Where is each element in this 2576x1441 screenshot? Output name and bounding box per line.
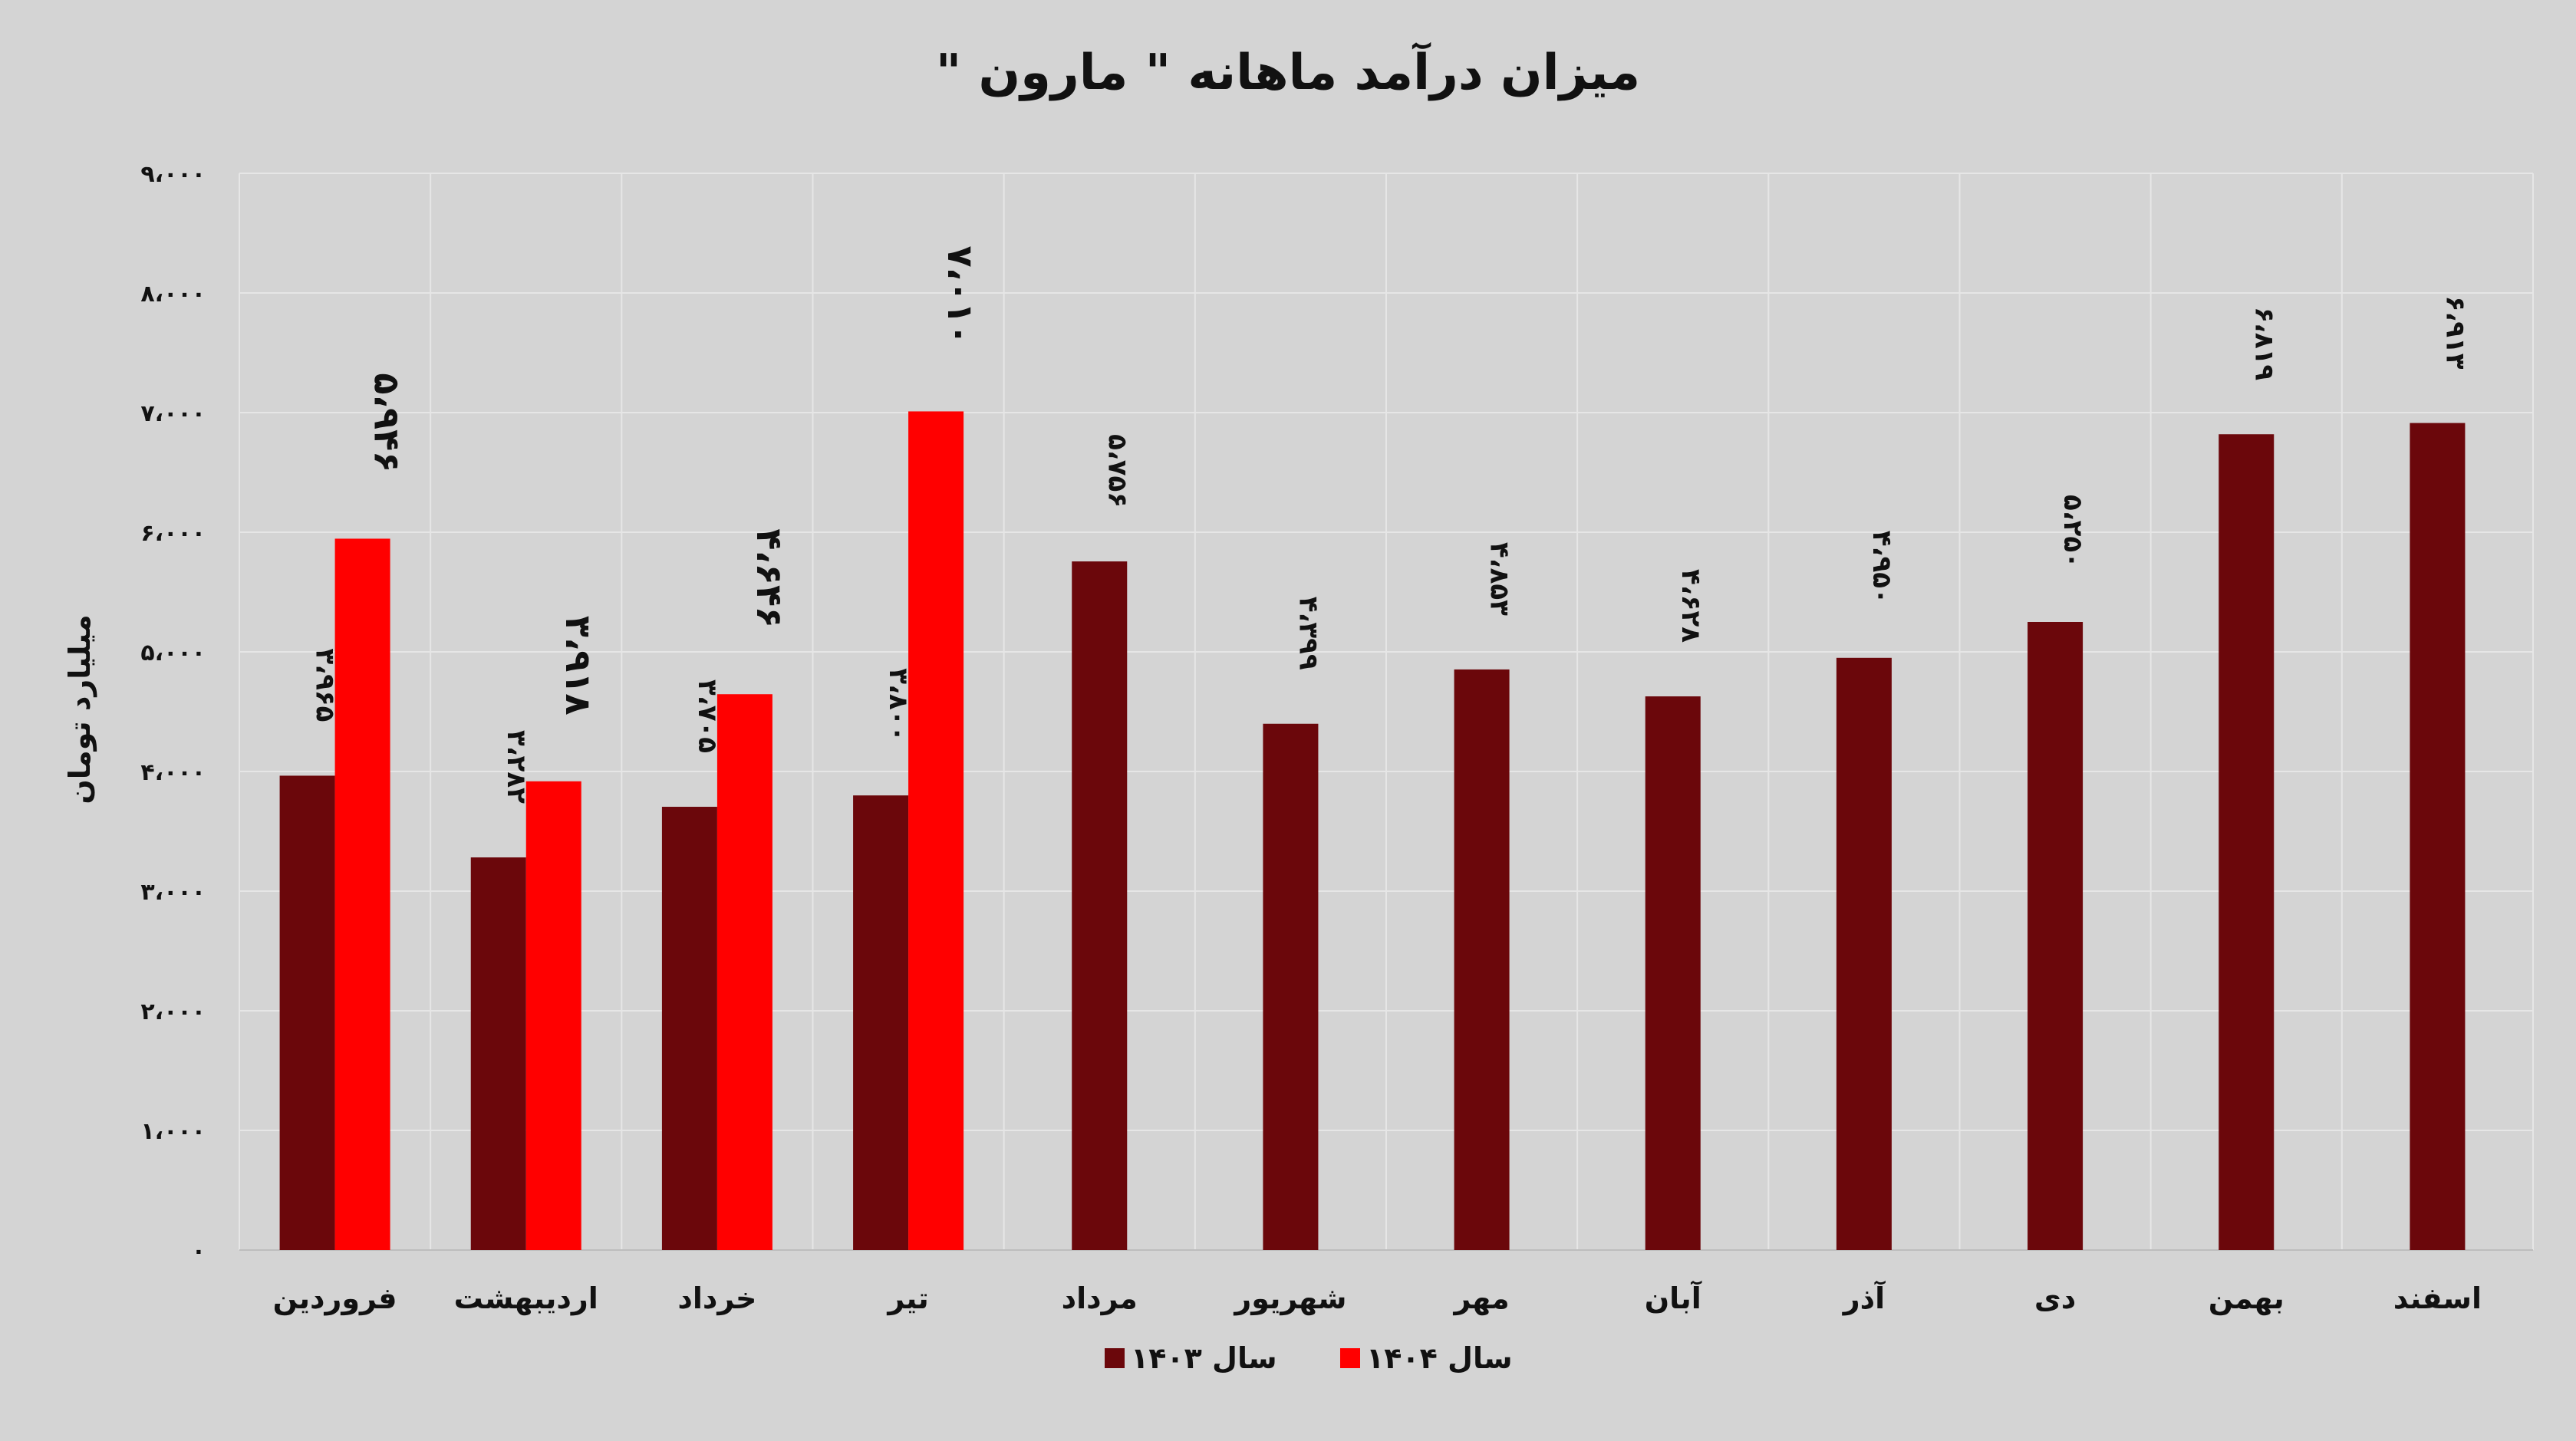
x-tick-label: فروردین	[273, 1281, 397, 1316]
bar-1403	[853, 795, 909, 1250]
bar-1403	[2028, 622, 2084, 1250]
y-tick-label: ۴،۰۰۰	[140, 759, 206, 786]
bar-1403	[1645, 696, 1701, 1250]
x-tick-label: شهریور	[1233, 1281, 1346, 1315]
x-tick-label: خرداد	[677, 1281, 756, 1315]
data-labels: ۳،۹۶۵ ۵،۹۴۶ ۳،۲۸۲ ۳،۹۱۸ ۳،۷۰۵ ۴،۶۴۶ ۳،۸۰۰ ۷،۰۱۰…	[310, 245, 2471, 804]
x-tick-label: آذر	[1842, 1280, 1886, 1315]
bar-1404	[525, 781, 581, 1250]
x-tick-label: تیر	[886, 1281, 928, 1315]
data-label: ۳،۹۶۵	[310, 648, 341, 722]
data-label: ۴،۶۲۸	[1675, 569, 1706, 643]
y-tick-label: ۳،۰۰۰	[140, 879, 206, 906]
y-tick-label: ۸،۰۰۰	[140, 281, 206, 308]
data-label: ۳،۷۰۵	[692, 679, 723, 753]
bar-1403	[1454, 669, 1510, 1250]
y-axis-label: میلیارد تومان	[63, 614, 97, 804]
data-label: ۴،۹۵۰	[1866, 531, 1897, 604]
bar-1404	[908, 411, 964, 1251]
bars	[279, 411, 2466, 1251]
data-label: ۷،۰۱۰	[940, 245, 981, 345]
legend-swatch-1403	[1105, 1348, 1125, 1368]
data-label: ۳،۹۱۸	[558, 616, 599, 716]
data-label: ۵،۹۴۶	[367, 373, 408, 472]
y-axis-ticks: ۰ ۱،۰۰۰ ۲،۰۰۰ ۳،۰۰۰ ۴،۰۰۰ ۵،۰۰۰ ۶،۰۰۰ ۷،۰۰۰ ۸،۰۰…	[140, 161, 206, 1265]
data-label: ۵،۷۵۶	[1102, 434, 1132, 508]
x-tick-label: مرداد	[1062, 1281, 1138, 1315]
data-label: ۳،۲۸۲	[501, 730, 532, 804]
bar-1404	[716, 694, 772, 1250]
data-label: ۴،۸۵۳	[1484, 542, 1515, 616]
bar-1403	[2410, 423, 2466, 1250]
grid	[239, 173, 2534, 1250]
legend: سال ۱۴۰۳ سال ۱۴۰۴	[1105, 1341, 1513, 1375]
legend-label-1403: سال ۱۴۰۳	[1131, 1341, 1277, 1375]
data-label: ۴،۶۴۶	[749, 528, 790, 628]
bar-1404	[334, 538, 390, 1250]
x-tick-label: بهمن	[2209, 1281, 2284, 1315]
legend-label-1404: سال ۱۴۰۴	[1366, 1341, 1513, 1375]
x-tick-label: دی	[2034, 1281, 2076, 1315]
data-label: ۴،۳۹۹	[1293, 597, 1323, 670]
bar-1403	[470, 857, 526, 1250]
bar-1403	[2219, 434, 2275, 1250]
data-label: ۶،۹۱۳	[2439, 296, 2470, 370]
y-tick-label: ۶،۰۰۰	[140, 520, 206, 547]
y-tick-label: ۹،۰۰۰	[140, 161, 206, 188]
y-tick-label: ۱،۰۰۰	[140, 1118, 206, 1145]
bar-1403	[1836, 657, 1892, 1250]
data-label: ۶،۸۱۹	[2248, 307, 2279, 380]
legend-swatch-1404	[1340, 1348, 1360, 1368]
bar-1403	[279, 775, 335, 1250]
y-tick-label: ۲،۰۰۰	[140, 999, 206, 1025]
data-label: ۵،۲۵۰	[2057, 495, 2088, 568]
x-tick-label: آبان	[1645, 1280, 1702, 1315]
bar-1403	[1072, 561, 1128, 1250]
x-tick-label: مهر	[1452, 1281, 1509, 1315]
y-tick-label: ۵،۰۰۰	[140, 640, 206, 666]
x-tick-label: اردیبهشت	[454, 1281, 598, 1315]
bar-1403	[661, 807, 717, 1250]
data-label: ۳،۸۰۰	[883, 668, 914, 742]
chart-title: میزان درآمد ماهانه " مارون "	[936, 41, 1640, 101]
y-tick-label: ۷،۰۰۰	[140, 400, 206, 427]
x-axis-ticks: فروردین اردیبهشت خرداد تیر مرداد شهریور مهر آبا…	[273, 1280, 2482, 1316]
y-tick-label: ۰	[192, 1238, 206, 1265]
x-tick-label: اسفند	[2393, 1281, 2482, 1315]
bar-1403	[1263, 723, 1319, 1250]
